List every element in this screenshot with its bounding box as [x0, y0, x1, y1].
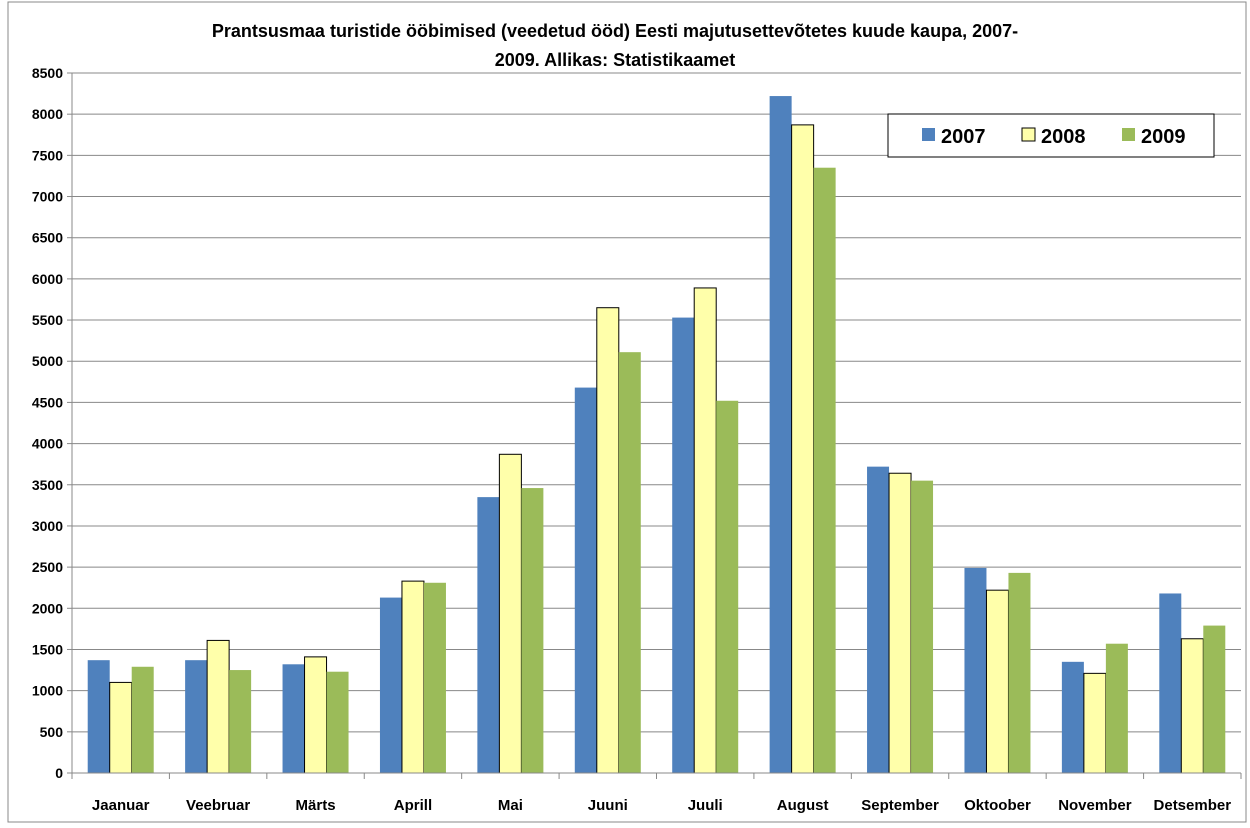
bar-2007-August	[769, 96, 792, 773]
bar-2007-Aprill	[379, 597, 402, 773]
bar-2008-November	[1083, 672, 1107, 774]
bar-2008-Oktoober	[985, 589, 1009, 774]
y-tick-label: 2500	[32, 559, 63, 575]
legend-label-2009: 2009	[1141, 126, 1186, 148]
x-tick-label: Juuni	[588, 797, 628, 814]
bar-2007-Märts	[282, 664, 305, 773]
bar-2008-Juuli	[693, 287, 717, 774]
bar-2009-Mai	[521, 488, 544, 773]
legend: 2007 2008 2009	[887, 113, 1215, 158]
bar-2008-Aprill	[401, 580, 425, 774]
y-tick-label: 4000	[32, 436, 63, 452]
bar-2009-September	[911, 480, 934, 773]
bar-2009-Märts	[326, 671, 349, 773]
y-tick-label: 8500	[32, 65, 63, 81]
y-tick-label: 1000	[32, 683, 63, 699]
bar-2007-Oktoober	[964, 567, 987, 773]
legend-swatch-2009	[1122, 128, 1135, 141]
y-tick-label: 2000	[32, 600, 63, 616]
bar-2008-Juuni	[596, 307, 620, 774]
x-tick-labels: Jaanuar Veebruar Märts Aprill Mai Juuni Juuli A…	[92, 797, 1231, 814]
x-tick-label: November	[1058, 797, 1132, 814]
bar-2007-Juuni	[574, 387, 597, 773]
bar-2008-Veebruar	[206, 639, 230, 774]
bar-2007-Jaanuar	[87, 660, 110, 773]
bar-2007-Mai	[477, 497, 500, 773]
x-tick-label: Juuli	[688, 797, 723, 814]
x-tick-label: Märts	[296, 797, 336, 814]
y-tick-label: 500	[40, 724, 64, 740]
bar-2007-Veebruar	[185, 660, 208, 773]
y-tick-label: 5500	[32, 312, 63, 328]
bar-2009-Jaanuar	[131, 666, 154, 773]
bar-2008-Märts	[304, 656, 328, 774]
x-tick-label: Jaanuar	[92, 797, 150, 814]
chart-title-line-2: 2009. Allikas: Statistikaamet	[495, 50, 735, 70]
gridlines	[67, 72, 1241, 774]
y-tick-label: 7500	[32, 147, 63, 163]
bar-2009-Oktoober	[1008, 572, 1031, 773]
legend-swatch-2007	[922, 128, 935, 141]
x-tick-label: Oktoober	[964, 797, 1031, 814]
bar-2009-Veebruar	[229, 670, 252, 773]
x-tick-label: September	[861, 797, 939, 814]
x-tick-label: Veebruar	[186, 797, 250, 814]
legend-label-2008: 2008	[1041, 126, 1086, 148]
legend-swatch-2008	[1021, 127, 1036, 142]
legend-box	[887, 113, 1215, 158]
bar-2009-November	[1105, 643, 1128, 773]
bar-2007-Detsember	[1159, 593, 1182, 773]
axes	[71, 73, 1242, 779]
y-tick-label: 6500	[32, 230, 63, 246]
bar-2008-Mai	[498, 453, 522, 774]
chart-title-line-1: Prantsusmaa turistide ööbimised (veedetu…	[212, 21, 1018, 41]
bar-2009-Aprill	[423, 582, 446, 773]
y-tick-label: 7000	[32, 189, 63, 205]
bar-2009-Detsember	[1203, 625, 1226, 773]
bar-2007-Juuli	[672, 317, 695, 773]
bar-2009-August	[813, 167, 836, 774]
bars	[87, 96, 1226, 774]
y-tick-labels: 0 500 1000 1500 2000 2500 3000 3500 4000 4500 5000…	[32, 65, 63, 781]
bar-2007-November	[1061, 661, 1084, 773]
y-tick-label: 1500	[32, 641, 63, 657]
x-tick-label: August	[777, 797, 829, 814]
y-tick-label: 3500	[32, 477, 63, 493]
x-tick-label: Aprill	[394, 797, 432, 814]
y-tick-label: 3000	[32, 518, 63, 534]
y-tick-label: 6000	[32, 271, 63, 287]
x-tick-label: Mai	[498, 797, 523, 814]
y-tick-label: 8000	[32, 106, 63, 122]
y-tick-label: 4500	[32, 394, 63, 410]
bar-2008-Detsember	[1180, 638, 1204, 774]
bar-2009-Juuni	[618, 352, 641, 773]
bar-2008-August	[791, 124, 815, 774]
legend-label-2007: 2007	[941, 126, 986, 148]
bar-2007-September	[867, 466, 890, 773]
x-tick-label: Detsember	[1154, 797, 1232, 814]
y-tick-label: 5000	[32, 353, 63, 369]
bar-2008-September	[888, 472, 912, 774]
bar-2009-Juuli	[716, 400, 739, 773]
y-tick-label: 0	[55, 765, 63, 781]
bar-2008-Jaanuar	[109, 681, 133, 774]
